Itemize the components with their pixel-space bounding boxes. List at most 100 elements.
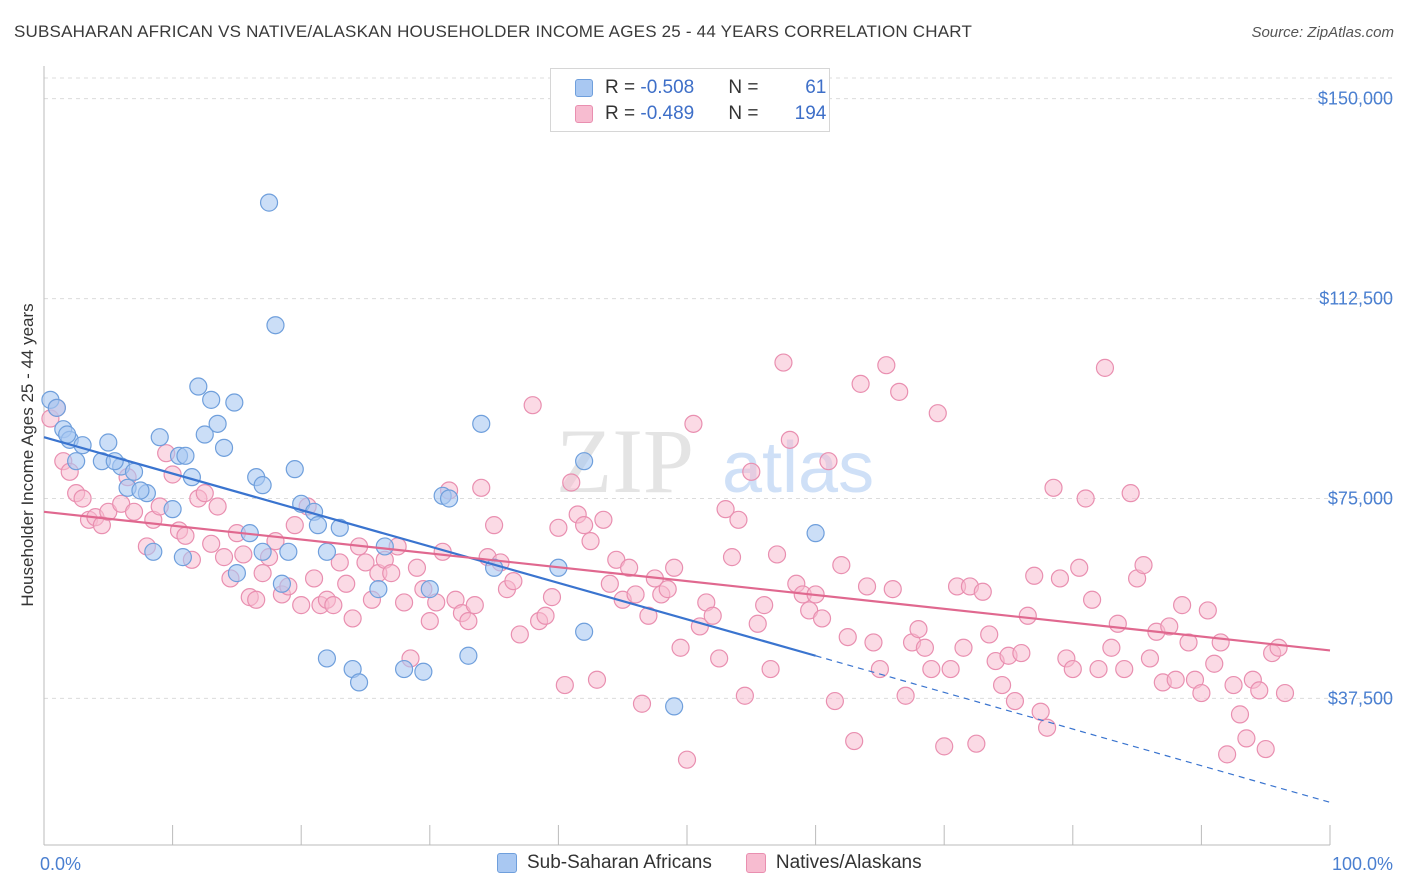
sub-saharan-africans-point — [202, 390, 221, 409]
natives-alaskans-point — [337, 574, 356, 593]
sub-saharan-africans-point — [806, 524, 825, 543]
series-legend-label: Natives/Alaskans — [775, 852, 922, 873]
natives-alaskans-point — [542, 588, 562, 607]
sub-saharan-africans-point — [259, 193, 279, 212]
natives-alaskans-point — [832, 556, 851, 575]
legend-n-value: 61 — [805, 77, 827, 98]
natives-alaskans-point — [967, 734, 986, 753]
sub-saharan-africans-point — [227, 564, 246, 583]
sub-saharan-africans-point — [575, 622, 594, 641]
series-legend-natives[interactable]: Natives/Alaskans — [745, 852, 922, 874]
natives-alaskans-point — [780, 430, 799, 449]
natives-alaskans-point — [980, 625, 999, 644]
natives-alaskans-point — [877, 356, 896, 375]
sub-saharan-africans-point — [150, 428, 169, 447]
natives-alaskans-point — [485, 516, 504, 535]
sub-saharan-africans-point — [163, 500, 182, 519]
natives-alaskans-point — [1140, 649, 1160, 668]
natives-alaskans-point — [176, 526, 195, 545]
natives-alaskans-point — [1076, 489, 1095, 508]
sub-saharan-africans-point — [176, 446, 195, 465]
natives-alaskans-point — [671, 638, 690, 657]
natives-alaskans-point — [1160, 617, 1179, 636]
natives-alaskans-point — [587, 670, 607, 689]
natives-alaskans-point — [1108, 614, 1127, 633]
natives-alaskans-point — [1218, 745, 1237, 764]
natives-alaskans-point — [748, 614, 767, 633]
natives-alaskans-point — [575, 516, 594, 535]
sub-saharan-africans-point — [420, 580, 439, 599]
natives-alaskans-point — [684, 414, 703, 433]
natives-alaskans-point — [800, 601, 819, 620]
sub-saharan-africans-point — [225, 393, 244, 412]
natives-alaskans-point — [928, 404, 947, 423]
natives-alaskans-point — [356, 553, 375, 572]
y-tick-label: $37,500 — [1328, 688, 1393, 708]
natives-alaskans-point — [1121, 484, 1140, 503]
natives-alaskans-point — [420, 611, 439, 631]
sub-saharan-africans-point — [214, 438, 234, 457]
sub-saharan-africans-points — [41, 193, 825, 716]
natives-alaskans-point — [658, 580, 677, 599]
natives-alaskans-point — [1205, 654, 1224, 673]
x-tick-label: 0.0% — [40, 854, 81, 874]
sub-saharan-africans-point — [472, 414, 491, 433]
sub-saharan-africans-point — [253, 476, 272, 495]
natives-alaskans-point — [864, 633, 883, 652]
natives-alaskans-point — [1211, 633, 1230, 652]
sub-saharan-africans-point — [308, 516, 328, 535]
chart-title: SUBSAHARAN AFRICAN VS NATIVE/ALASKAN HOU… — [14, 22, 973, 41]
natives-alaskans-point — [394, 593, 414, 612]
sub-saharan-africans-point — [439, 489, 459, 508]
natives-alaskans-point — [1115, 659, 1134, 679]
natives-alaskans-point — [992, 675, 1012, 695]
natives-alaskans-point — [1018, 606, 1037, 625]
natives-alaskans-point — [767, 545, 787, 564]
natives-alaskans-point — [665, 558, 684, 577]
natives-alaskans-point — [1012, 643, 1031, 663]
natives-alaskans-point — [1250, 681, 1269, 700]
natives-alaskans-point — [504, 572, 523, 591]
natives-alaskans-point — [124, 502, 144, 521]
natives-alaskans-point — [973, 582, 992, 601]
natives-alaskans-trend-line — [43, 510, 1331, 652]
natives-alaskans-point — [1031, 702, 1050, 721]
tick-labels: $37,500 $75,000 $112,500 $150,000 0.0% 100.0% — [40, 89, 1393, 874]
sub-saharan-africans-point — [189, 377, 208, 396]
natives-alaskans-point — [755, 596, 774, 615]
natives-alaskans-point — [465, 596, 484, 615]
natives-alaskans-point — [343, 609, 362, 628]
natives-alaskans-point — [549, 518, 568, 537]
natives-alaskans-point — [208, 497, 227, 516]
legend-n-label: N = — [728, 77, 764, 98]
natives-alaskans-point — [761, 659, 780, 679]
natives-alaskans-point — [253, 564, 272, 583]
natives-alaskans-point — [510, 625, 529, 644]
natives-alaskans-point — [1005, 691, 1025, 711]
natives-alaskans-point — [594, 510, 613, 529]
series-legend-subsaharan[interactable]: Sub-Saharan Africans — [497, 852, 712, 874]
axes-layer — [43, 66, 1331, 846]
sub-saharan-africans-point — [575, 452, 594, 471]
natives-alaskans-point — [819, 452, 838, 471]
natives-alaskans-point — [1269, 638, 1288, 657]
legend-r-label: R = — [605, 77, 641, 98]
legend-swatch-blue — [575, 79, 593, 97]
trend-lines — [43, 436, 1331, 803]
sub-saharan-africans-point — [67, 452, 86, 471]
sub-saharan-africans-point — [144, 542, 163, 561]
sub-saharan-africans-point — [272, 574, 292, 593]
legend-n-value: 194 — [794, 103, 827, 124]
legend-r-value: -0.508 — [640, 77, 695, 98]
natives-alaskans-point — [1102, 638, 1121, 657]
y-tick-label: $150,000 — [1318, 89, 1393, 109]
natives-alaskans-point — [562, 473, 581, 492]
natives-alaskans-point — [774, 353, 793, 372]
natives-alaskans-point — [459, 611, 478, 631]
natives-alaskans-point — [1237, 729, 1256, 748]
natives-alaskans-point — [722, 548, 742, 567]
y-tick-label: $75,000 — [1328, 488, 1393, 508]
sub-saharan-africans-trend-line — [43, 436, 816, 657]
natives-alaskans-points — [41, 353, 1295, 769]
